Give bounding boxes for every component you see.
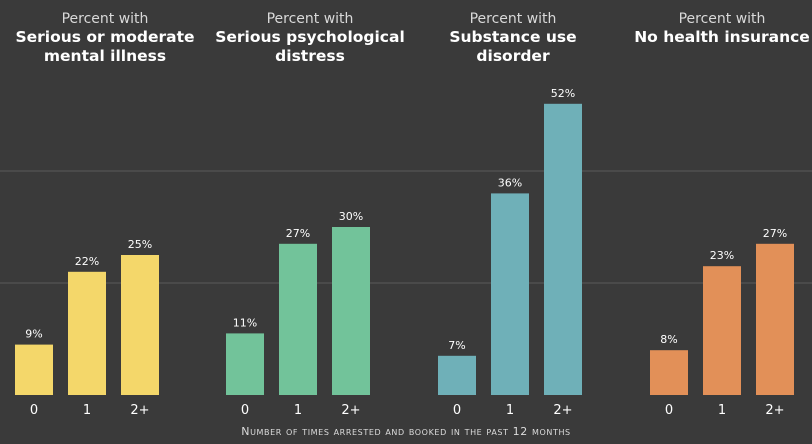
bar-p4-3	[756, 243, 794, 395]
tick-label-p4-2: 1	[718, 403, 726, 418]
panel-prefix-1: Percent with	[61, 11, 149, 27]
panel-title-2: Serious psychological distress	[215, 28, 405, 65]
tick-label-p2-3: 2+	[341, 403, 360, 418]
data-label-p4-3: 27%	[763, 227, 787, 240]
bar-p2-2	[279, 243, 317, 395]
bar-p1-3	[121, 255, 159, 395]
data-label-p4-1: 8%	[660, 333, 677, 346]
tick-label-p1-1: 0	[30, 403, 38, 418]
panel-header-3: Percent with Substance use disorder	[413, 10, 613, 66]
bar-p3-1	[438, 355, 476, 395]
data-label-p3-3: 52%	[551, 87, 575, 100]
tick-label-p4-3: 2+	[765, 403, 784, 418]
data-label-p1-3: 25%	[128, 238, 152, 251]
x-axis-title: Number of times arrested and booked in t…	[241, 425, 571, 438]
tick-label-p3-3: 2+	[553, 403, 572, 418]
data-label-p4-2: 23%	[710, 249, 734, 262]
data-label-p1-1: 9%	[25, 328, 42, 341]
tick-label-p4-1: 0	[665, 403, 673, 418]
tick-label-p2-1: 0	[241, 403, 249, 418]
panel-header-1: Percent with Serious or moderate mental …	[5, 10, 205, 66]
panel-prefix-3: Percent with	[469, 11, 557, 27]
panel-title-3: Substance use disorder	[449, 28, 577, 65]
bar-p4-2	[703, 266, 741, 395]
bar-p3-2	[491, 193, 529, 395]
panel-title-4: No health insurance	[634, 28, 810, 46]
data-label-p1-2: 22%	[75, 255, 99, 268]
panel-header-4: Percent with No health insurance	[622, 10, 812, 47]
data-label-p2-3: 30%	[339, 210, 363, 223]
data-label-p2-1: 11%	[233, 316, 257, 329]
tick-label-p1-3: 2+	[130, 403, 149, 418]
data-label-p3-1: 7%	[448, 339, 465, 352]
tick-label-p2-2: 1	[294, 403, 302, 418]
data-label-p3-2: 36%	[498, 176, 522, 189]
panel-title-1: Serious or moderate mental illness	[15, 28, 195, 65]
bar-p1-2	[68, 271, 106, 395]
panel-prefix-2: Percent with	[266, 11, 354, 27]
bar-p2-1	[226, 333, 264, 395]
tick-label-p3-2: 1	[506, 403, 514, 418]
bar-p1-1	[15, 344, 53, 395]
tick-label-p1-2: 1	[83, 403, 91, 418]
panel-prefix-4: Percent with	[678, 11, 766, 27]
bar-p3-3	[544, 103, 582, 396]
data-label-p2-2: 27%	[286, 227, 310, 240]
panel-header-2: Percent with Serious psychological distr…	[210, 10, 410, 66]
bar-p2-3	[332, 227, 370, 395]
bar-p4-1	[650, 350, 688, 395]
tick-label-p3-1: 0	[453, 403, 461, 418]
